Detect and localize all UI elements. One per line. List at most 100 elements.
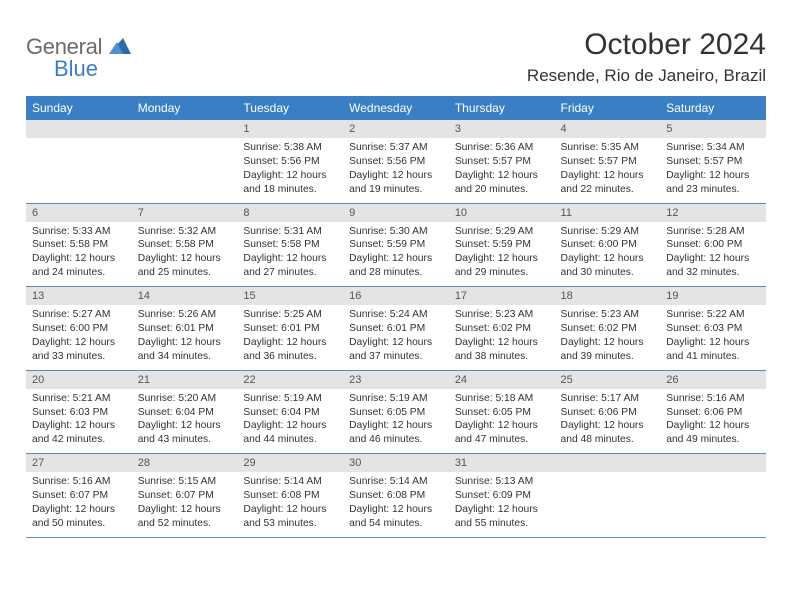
calendar-day-cell: 29Sunrise: 5:14 AMSunset: 6:08 PMDayligh… (237, 454, 343, 538)
day-number: 16 (343, 287, 449, 305)
day-details: Sunrise: 5:16 AMSunset: 6:06 PMDaylight:… (660, 389, 766, 454)
calendar-table: SundayMondayTuesdayWednesdayThursdayFrid… (26, 96, 766, 538)
day-number: 4 (555, 120, 661, 138)
daylight-line1: Daylight: 12 hours (138, 252, 232, 266)
day-header-cell: Tuesday (237, 96, 343, 120)
calendar-day-cell: 24Sunrise: 5:18 AMSunset: 6:05 PMDayligh… (449, 370, 555, 454)
daylight-line2: and 38 minutes. (455, 350, 549, 364)
sunset-text: Sunset: 6:07 PM (138, 489, 232, 503)
daylight-line1: Daylight: 12 hours (32, 336, 126, 350)
day-number: 20 (26, 371, 132, 389)
day-number: 28 (132, 454, 238, 472)
daylight-line2: and 43 minutes. (138, 433, 232, 447)
sunrise-text: Sunrise: 5:19 AM (243, 392, 337, 406)
sunrise-text: Sunrise: 5:18 AM (455, 392, 549, 406)
day-details: Sunrise: 5:37 AMSunset: 5:56 PMDaylight:… (343, 138, 449, 203)
calendar-day-cell: 17Sunrise: 5:23 AMSunset: 6:02 PMDayligh… (449, 287, 555, 371)
sunset-text: Sunset: 6:00 PM (561, 238, 655, 252)
calendar-day-cell: 10Sunrise: 5:29 AMSunset: 5:59 PMDayligh… (449, 203, 555, 287)
daylight-line2: and 32 minutes. (666, 266, 760, 280)
daylight-line2: and 24 minutes. (32, 266, 126, 280)
sunset-text: Sunset: 5:59 PM (349, 238, 443, 252)
day-number: 5 (660, 120, 766, 138)
calendar-week-row: 27Sunrise: 5:16 AMSunset: 6:07 PMDayligh… (26, 454, 766, 538)
daylight-line1: Daylight: 12 hours (243, 169, 337, 183)
day-number: 13 (26, 287, 132, 305)
calendar-body: 1Sunrise: 5:38 AMSunset: 5:56 PMDaylight… (26, 120, 766, 537)
page-header: General Blue October 2024 Resende, Rio d… (26, 28, 766, 86)
sunset-text: Sunset: 5:58 PM (32, 238, 126, 252)
daylight-line1: Daylight: 12 hours (349, 336, 443, 350)
day-number: 29 (237, 454, 343, 472)
calendar-day-cell: 20Sunrise: 5:21 AMSunset: 6:03 PMDayligh… (26, 370, 132, 454)
calendar-day-cell: 27Sunrise: 5:16 AMSunset: 6:07 PMDayligh… (26, 454, 132, 538)
sunrise-text: Sunrise: 5:16 AM (32, 475, 126, 489)
daylight-line1: Daylight: 12 hours (561, 169, 655, 183)
day-number: 8 (237, 204, 343, 222)
logo-text-blue: Blue (54, 56, 131, 82)
sunrise-text: Sunrise: 5:32 AM (138, 225, 232, 239)
calendar-day-cell: 18Sunrise: 5:23 AMSunset: 6:02 PMDayligh… (555, 287, 661, 371)
sunset-text: Sunset: 6:01 PM (349, 322, 443, 336)
sunrise-text: Sunrise: 5:35 AM (561, 141, 655, 155)
daylight-line2: and 46 minutes. (349, 433, 443, 447)
daylight-line2: and 37 minutes. (349, 350, 443, 364)
sunset-text: Sunset: 6:07 PM (32, 489, 126, 503)
daylight-line1: Daylight: 12 hours (561, 336, 655, 350)
day-number: 21 (132, 371, 238, 389)
daylight-line2: and 29 minutes. (455, 266, 549, 280)
day-details: Sunrise: 5:18 AMSunset: 6:05 PMDaylight:… (449, 389, 555, 454)
daylight-line2: and 39 minutes. (561, 350, 655, 364)
location-text: Resende, Rio de Janeiro, Brazil (527, 66, 766, 86)
day-number: 15 (237, 287, 343, 305)
daylight-line2: and 25 minutes. (138, 266, 232, 280)
daylight-line2: and 23 minutes. (666, 183, 760, 197)
daylight-line1: Daylight: 12 hours (243, 252, 337, 266)
daylight-line1: Daylight: 12 hours (455, 252, 549, 266)
daylight-line2: and 18 minutes. (243, 183, 337, 197)
daylight-line1: Daylight: 12 hours (666, 419, 760, 433)
daylight-line1: Daylight: 12 hours (666, 336, 760, 350)
day-details: Sunrise: 5:28 AMSunset: 6:00 PMDaylight:… (660, 222, 766, 287)
day-header-cell: Friday (555, 96, 661, 120)
daylight-line2: and 53 minutes. (243, 517, 337, 531)
sunrise-text: Sunrise: 5:13 AM (455, 475, 549, 489)
sunrise-text: Sunrise: 5:26 AM (138, 308, 232, 322)
day-details: Sunrise: 5:36 AMSunset: 5:57 PMDaylight:… (449, 138, 555, 203)
daylight-line2: and 20 minutes. (455, 183, 549, 197)
sunset-text: Sunset: 6:05 PM (455, 406, 549, 420)
day-header-cell: Sunday (26, 96, 132, 120)
daylight-line1: Daylight: 12 hours (349, 503, 443, 517)
daylight-line2: and 48 minutes. (561, 433, 655, 447)
day-number: 22 (237, 371, 343, 389)
sunrise-text: Sunrise: 5:29 AM (561, 225, 655, 239)
day-details: Sunrise: 5:26 AMSunset: 6:01 PMDaylight:… (132, 305, 238, 370)
calendar-day-cell (132, 120, 238, 203)
daylight-line2: and 33 minutes. (32, 350, 126, 364)
sunrise-text: Sunrise: 5:30 AM (349, 225, 443, 239)
daylight-line1: Daylight: 12 hours (349, 419, 443, 433)
day-details: Sunrise: 5:32 AMSunset: 5:58 PMDaylight:… (132, 222, 238, 287)
sunset-text: Sunset: 6:08 PM (243, 489, 337, 503)
sunrise-text: Sunrise: 5:36 AM (455, 141, 549, 155)
daylight-line2: and 42 minutes. (32, 433, 126, 447)
daylight-line2: and 30 minutes. (561, 266, 655, 280)
day-details: Sunrise: 5:27 AMSunset: 6:00 PMDaylight:… (26, 305, 132, 370)
day-details: Sunrise: 5:31 AMSunset: 5:58 PMDaylight:… (237, 222, 343, 287)
daylight-line1: Daylight: 12 hours (349, 169, 443, 183)
day-details: Sunrise: 5:14 AMSunset: 6:08 PMDaylight:… (237, 472, 343, 537)
day-header-cell: Thursday (449, 96, 555, 120)
day-details: Sunrise: 5:21 AMSunset: 6:03 PMDaylight:… (26, 389, 132, 454)
sunrise-text: Sunrise: 5:23 AM (561, 308, 655, 322)
calendar-day-cell: 13Sunrise: 5:27 AMSunset: 6:00 PMDayligh… (26, 287, 132, 371)
empty-day-body (555, 472, 661, 526)
sunrise-text: Sunrise: 5:14 AM (243, 475, 337, 489)
day-number: 31 (449, 454, 555, 472)
daylight-line2: and 44 minutes. (243, 433, 337, 447)
sunrise-text: Sunrise: 5:25 AM (243, 308, 337, 322)
day-details: Sunrise: 5:22 AMSunset: 6:03 PMDaylight:… (660, 305, 766, 370)
daylight-line2: and 52 minutes. (138, 517, 232, 531)
sunset-text: Sunset: 5:57 PM (666, 155, 760, 169)
day-details: Sunrise: 5:38 AMSunset: 5:56 PMDaylight:… (237, 138, 343, 203)
day-number: 11 (555, 204, 661, 222)
